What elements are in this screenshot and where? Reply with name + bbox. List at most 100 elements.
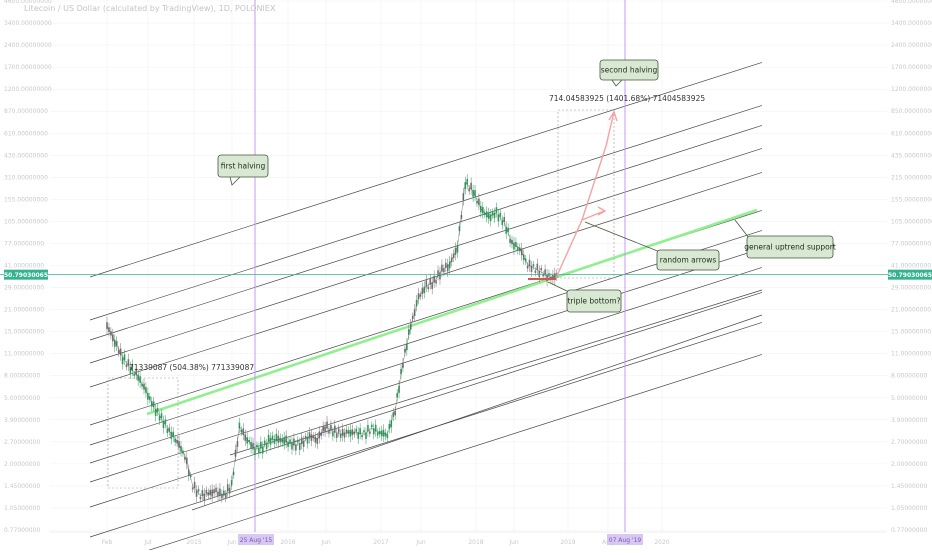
candle-body (205, 490, 208, 494)
candle-body (501, 220, 504, 226)
y-tick-group: 4600.00000000 4600.00000000 3400.00000000 3… (4, 0, 932, 534)
candle-body (293, 438, 295, 446)
candle-body (443, 268, 445, 273)
candle-body (367, 424, 369, 432)
y-tick-label-right: 29.00000000 (891, 285, 931, 292)
channel-line (89, 267, 763, 483)
measure-label-upper: 714.04583925 (1401.68%) 71404583925 (549, 94, 705, 103)
candle-body (513, 242, 515, 250)
candle-body (312, 435, 315, 439)
candle-body (201, 490, 204, 496)
candle-body (371, 424, 373, 428)
candle-body (505, 226, 507, 234)
candle-body (534, 270, 537, 273)
x-tick-label: 2015 (186, 539, 201, 546)
channel-line (89, 148, 763, 364)
candle-body (357, 432, 359, 439)
candle-body (143, 383, 145, 390)
candle-body (152, 401, 155, 407)
measure-label-lower: 71339087 (504.38%) 771339087 (129, 363, 254, 372)
candle-body (464, 182, 467, 190)
candle-body (542, 273, 544, 277)
candle-body (158, 415, 161, 421)
x-tick-label: Jun (320, 539, 331, 546)
callout-random-arrows-pointer (584, 221, 661, 253)
candle-body (519, 247, 521, 252)
candle-body (337, 428, 340, 433)
candle-body (339, 433, 342, 438)
candle-body (191, 487, 194, 490)
price-tag-left: 50.79030065 (4, 272, 48, 279)
y-tick-label-right: 850.00000000 (891, 108, 932, 115)
candle-body (425, 280, 428, 287)
candle-body (355, 428, 358, 432)
candle-body (495, 207, 498, 213)
candle-body (503, 217, 506, 223)
candle-body (150, 401, 153, 407)
candle-body (415, 300, 418, 307)
candle-body (304, 435, 307, 439)
candle-body (147, 392, 149, 400)
candle-body (207, 492, 210, 496)
candle-body (402, 362, 404, 368)
y-tick-label-left: 1.05000000 (4, 505, 40, 512)
candle-body (166, 428, 169, 433)
measure-box-lower (107, 377, 179, 489)
candle-body (256, 444, 258, 448)
y-tick-label-right: 1.45000000 (891, 483, 927, 490)
y-tick-label-right: 3.90000000 (891, 417, 927, 424)
candle-body (187, 469, 190, 476)
candle-body (392, 412, 395, 417)
candle-body (476, 201, 478, 204)
y-tick-label-right: 2.70000000 (891, 439, 927, 446)
candle-body (435, 280, 437, 284)
halving-date-2-bg (607, 534, 643, 545)
candle-body (271, 435, 274, 440)
candle-body (386, 434, 389, 439)
candle-body (230, 480, 233, 486)
candle-body (343, 432, 346, 438)
y-tick-label-left: 41.00000000 (4, 263, 44, 270)
candle-body (250, 441, 252, 449)
candle-body (347, 430, 350, 434)
candle-body (417, 293, 420, 300)
y-tick-label-left: 310.00000000 (4, 174, 48, 181)
y-tick-label-left: 2400.00000000 (4, 42, 52, 49)
candle-body (445, 262, 447, 268)
y-tick-label-left: 11.00000000 (4, 351, 44, 358)
candle-body (308, 432, 311, 439)
candle-body (369, 431, 371, 434)
candle-body (351, 429, 354, 436)
candle-body (141, 383, 143, 387)
x-tick-label: Jun (508, 539, 519, 546)
candle-body (482, 207, 484, 214)
candle-body (437, 270, 439, 276)
candle-body (318, 431, 321, 439)
channel-line (89, 105, 763, 321)
candle-body (236, 441, 239, 447)
candle-body (242, 428, 245, 435)
candle-body (390, 420, 393, 428)
candle-body (419, 294, 422, 297)
candle-body (273, 439, 276, 444)
candle-body (316, 437, 319, 444)
candle-body (170, 431, 173, 439)
y-tick-label-left: 1200.00000000 (4, 86, 52, 93)
halving-date-1: 25 Aug '15 (240, 537, 273, 544)
candle-body (189, 474, 192, 477)
callout-first-halving: first halving (217, 154, 269, 186)
candle-body (199, 496, 202, 500)
candle-body (374, 424, 377, 432)
x-tick-label: 2018 (468, 539, 483, 546)
candle-body (396, 393, 398, 398)
y-tick-label-left: 1.45000000 (4, 483, 40, 490)
x-tick-group: FebJul2015Jun2016Jun2017Jun2018Jun2019Au… (102, 539, 670, 546)
candle-body (507, 227, 509, 233)
y-tick-label-left: 3.90000000 (4, 417, 40, 424)
y-tick-label-left: 4600.00000000 (4, 0, 52, 5)
candle-body (470, 182, 472, 190)
y-tick-label-right: 21.00000000 (891, 307, 931, 314)
y-tick-label-right: 155.00000000 (891, 196, 932, 203)
callout-triple-bottom-box (566, 289, 622, 313)
